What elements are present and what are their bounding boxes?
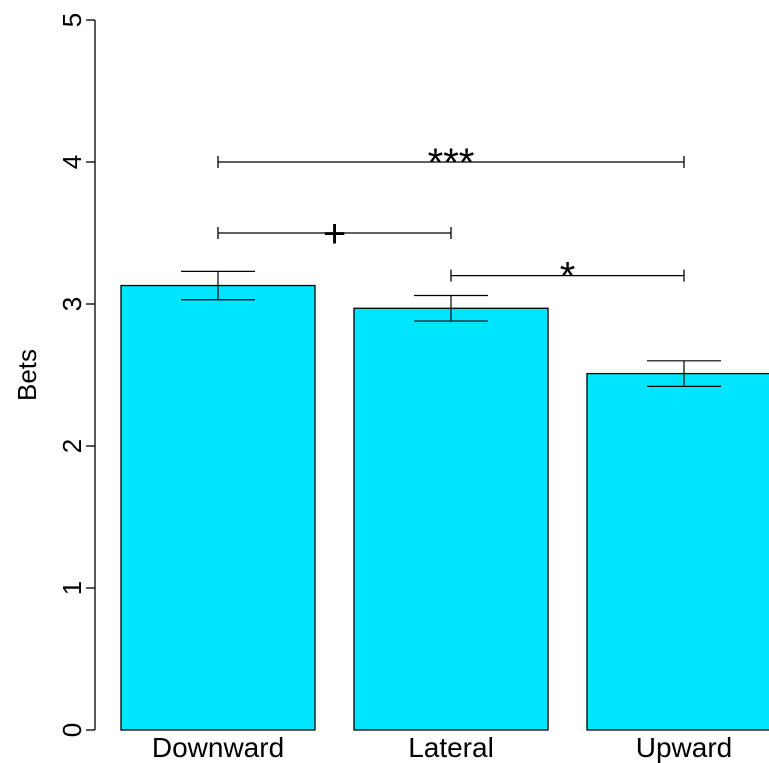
y-axis: 0 1 2 3 4 5	[57, 13, 96, 737]
y-axis-title: Bets	[12, 349, 42, 401]
significance-label: ***	[428, 141, 475, 185]
y-tick-label: 4	[57, 155, 87, 169]
significance-label: *	[560, 255, 576, 299]
x-axis-labels: Downward Lateral Upward	[152, 732, 732, 763]
error-bars	[181, 270, 721, 387]
significance-bracket: *	[450, 255, 685, 299]
y-tick-label: 1	[57, 581, 87, 595]
x-tick-label: Upward	[636, 732, 732, 763]
x-tick-label: Downward	[152, 732, 284, 763]
significance-bracket: +	[217, 212, 452, 256]
error-bar	[181, 270, 255, 301]
error-bar	[647, 360, 721, 387]
bar	[353, 307, 549, 731]
bars	[120, 284, 769, 731]
significance-label: +	[323, 212, 346, 256]
significance-bracket: ***	[217, 141, 685, 185]
y-tick-label: 2	[57, 439, 87, 453]
bar	[120, 284, 316, 731]
x-tick-label: Lateral	[408, 732, 494, 763]
bar	[586, 372, 769, 731]
error-bar	[414, 294, 488, 322]
y-tick-label: 3	[57, 297, 87, 311]
y-tick-label: 5	[57, 13, 87, 27]
significance-brackets: *** + *	[217, 141, 685, 299]
y-tick-label: 0	[57, 723, 87, 737]
